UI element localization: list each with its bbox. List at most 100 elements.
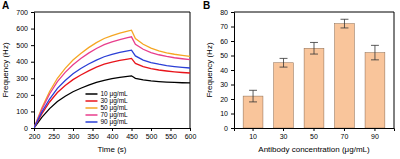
x-axis-tick-mark bbox=[171, 128, 172, 131]
error-bar-cap bbox=[371, 59, 379, 60]
series-line bbox=[34, 37, 190, 128]
y-axis-tick-mark bbox=[231, 114, 234, 115]
error-bar-stem bbox=[374, 45, 375, 60]
y-axis-tick-mark bbox=[231, 27, 234, 28]
x-axis-tick-label: 350 bbox=[87, 133, 99, 140]
error-bar-cap bbox=[341, 19, 349, 20]
error-bar-stem bbox=[253, 90, 254, 102]
y-axis-tick: 50 bbox=[220, 52, 234, 59]
y-axis-tick: 60 bbox=[220, 38, 234, 45]
x-axis-tick: 200 bbox=[29, 128, 41, 140]
x-axis-line bbox=[35, 129, 191, 132]
y-axis-tick: 20 bbox=[220, 96, 234, 103]
x-axis-tick-label: 50 bbox=[310, 133, 318, 140]
x-axis-title: Antibody concentration (μg/mL) bbox=[258, 145, 370, 154]
y-axis-tick-label: 700 bbox=[16, 9, 28, 16]
y-axis-tick: 0 bbox=[24, 125, 34, 132]
x-axis-tick-label: 200 bbox=[29, 133, 41, 140]
bar bbox=[335, 24, 355, 128]
x-axis-line bbox=[235, 129, 395, 132]
y-axis: 0 100 200 300 400 500 600 700 bbox=[16, 9, 34, 132]
x-axis-tick-label: 500 bbox=[146, 133, 158, 140]
y-axis: 0 10 20 30 40 50 60 70 80 bbox=[220, 9, 234, 132]
series-line bbox=[34, 58, 190, 128]
x-axis: 200250300350400450500550600 bbox=[29, 128, 197, 140]
x-axis-tick-label: 30 bbox=[280, 133, 288, 140]
legend-swatch bbox=[85, 114, 97, 116]
y-axis-tick: 100 bbox=[16, 108, 34, 115]
y-axis-tick-label: 20 bbox=[220, 96, 228, 103]
y-axis-tick-label: 60 bbox=[220, 38, 228, 45]
y-axis-tick-label: 50 bbox=[220, 52, 228, 59]
legend-swatch bbox=[85, 107, 97, 109]
legend-swatch bbox=[85, 121, 97, 123]
x-axis-tick-label: 400 bbox=[107, 133, 119, 140]
x-axis-tick-label: 10 bbox=[249, 133, 257, 140]
legend-swatch bbox=[85, 100, 97, 102]
plot-area bbox=[34, 30, 190, 128]
x-axis-tick: 450 bbox=[126, 128, 138, 140]
x-axis-tick-mark bbox=[132, 128, 133, 131]
error-bar bbox=[280, 58, 288, 67]
y-axis-tick: 0 bbox=[224, 125, 234, 132]
y-axis-tick: 200 bbox=[16, 92, 34, 99]
y-axis-tick-mark bbox=[231, 128, 234, 129]
y-axis-tick-label: 0 bbox=[224, 125, 228, 132]
y-axis-tick-mark bbox=[31, 111, 34, 112]
bar-chart: 10 30 50 70 90 0 10 20 30 40 50 60 70 80 B Antibody con… bbox=[203, 0, 395, 154]
y-axis-tick: 500 bbox=[16, 42, 34, 49]
error-bar bbox=[310, 42, 318, 54]
figure: 2002503003504004505005506000100200300400… bbox=[0, 0, 400, 159]
y-axis-tick-mark bbox=[231, 56, 234, 57]
y-axis-tick-mark bbox=[31, 128, 34, 129]
error-bar-stem bbox=[314, 42, 315, 54]
series-line bbox=[34, 50, 190, 128]
y-axis-tick: 70 bbox=[220, 23, 234, 30]
error-bar-cap bbox=[249, 101, 257, 102]
y-axis-tick-label: 70 bbox=[220, 23, 228, 30]
error-bar-cap bbox=[280, 67, 288, 68]
y-axis-tick: 40 bbox=[220, 67, 234, 74]
x-axis-tick: 50 bbox=[310, 128, 318, 140]
x-axis-tick: 30 bbox=[280, 128, 288, 140]
panel-label: B bbox=[203, 0, 210, 11]
y-axis-tick-mark bbox=[31, 78, 34, 79]
y-axis-tick: 400 bbox=[16, 58, 34, 65]
error-bar bbox=[249, 90, 257, 102]
panel-label: A bbox=[2, 0, 9, 11]
error-bar-cap bbox=[371, 45, 379, 46]
x-axis-tick-label: 90 bbox=[371, 133, 379, 140]
y-axis-tick-mark bbox=[31, 45, 34, 46]
legend: 10 μg/mL30 μg/mL50 μg/mL70 μg/mL90 μg/mL bbox=[85, 90, 128, 126]
legend-label: 90 μg/mL bbox=[100, 118, 128, 126]
bar bbox=[365, 53, 385, 128]
y-axis-tick-label: 30 bbox=[220, 81, 228, 88]
x-axis-tick: 400 bbox=[107, 128, 119, 140]
y-axis-tick: 300 bbox=[16, 75, 34, 82]
series-line bbox=[34, 76, 190, 128]
y-axis-tick-label: 500 bbox=[16, 42, 28, 49]
y-axis-tick-label: 600 bbox=[16, 25, 28, 32]
error-bar-cap bbox=[310, 54, 318, 55]
y-axis-title: Frequency (Hz) bbox=[205, 42, 214, 97]
x-axis-tick: 500 bbox=[146, 128, 158, 140]
x-axis-tick-mark bbox=[93, 128, 94, 131]
x-axis-tick-mark bbox=[253, 128, 254, 131]
x-axis-tick-label: 450 bbox=[126, 133, 138, 140]
legend-swatch bbox=[85, 93, 97, 95]
x-axis-tick-label: 250 bbox=[48, 133, 60, 140]
y-axis-tick-label: 200 bbox=[16, 92, 28, 99]
error-bar-cap bbox=[341, 27, 349, 28]
x-axis-tick-label: 300 bbox=[68, 133, 80, 140]
y-axis-line bbox=[231, 13, 235, 129]
y-axis-tick-mark bbox=[231, 70, 234, 71]
plot-frame bbox=[190, 12, 191, 128]
bar bbox=[274, 63, 294, 128]
error-bar-cap bbox=[310, 42, 318, 43]
y-axis-tick: 80 bbox=[220, 9, 234, 16]
x-axis-title: Time (s) bbox=[97, 145, 126, 154]
y-axis-tick: 600 bbox=[16, 25, 34, 32]
y-axis-tick: 10 bbox=[220, 110, 234, 117]
line-chart: 2002503003504004505005506000100200300400… bbox=[1, 0, 196, 154]
y-axis-tick-label: 10 bbox=[220, 110, 228, 117]
